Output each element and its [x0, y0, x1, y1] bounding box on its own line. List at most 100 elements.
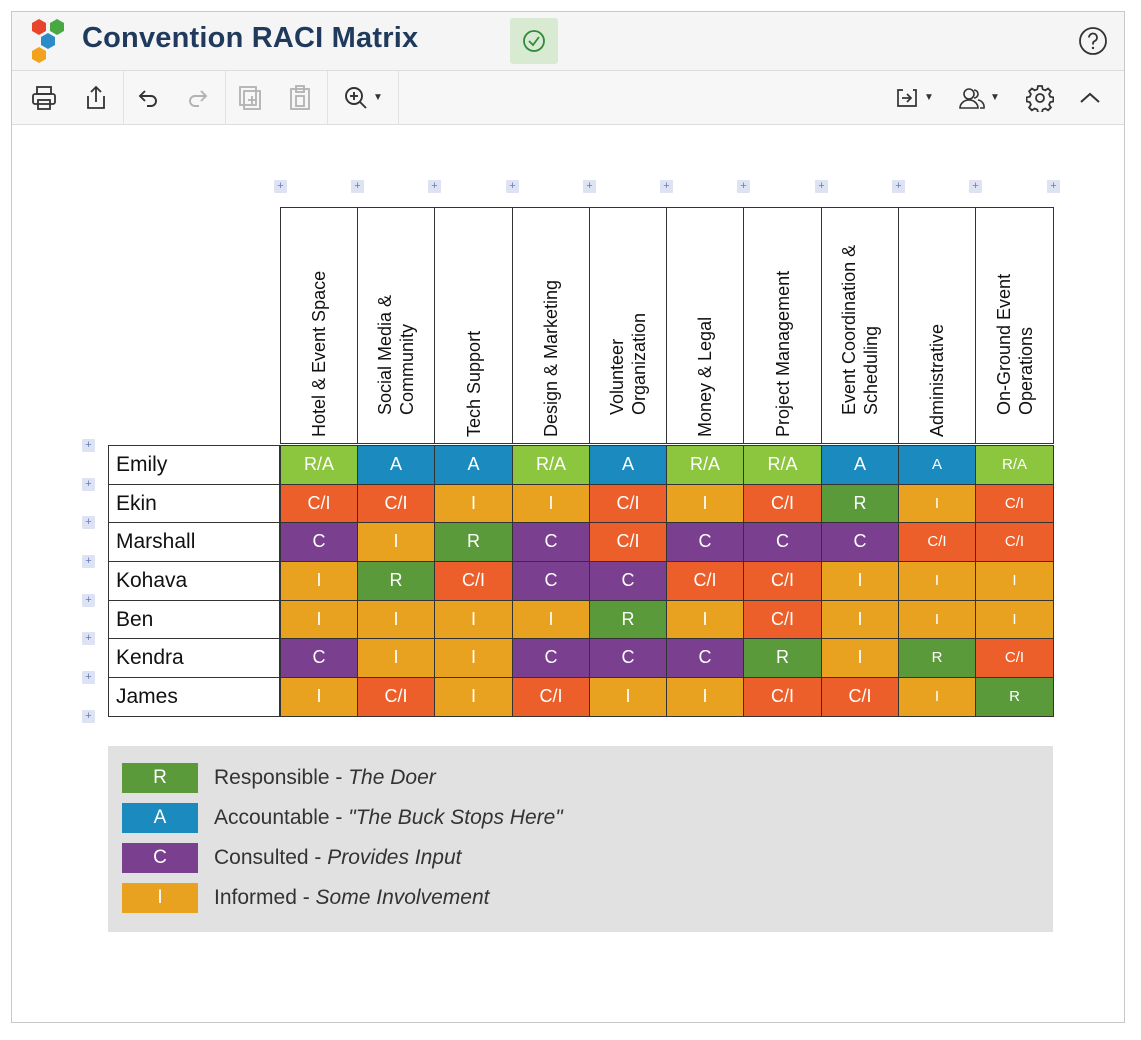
raci-cell[interactable]: R [743, 638, 822, 678]
raci-cell[interactable]: I [821, 561, 899, 601]
raci-cell[interactable]: I [434, 677, 513, 717]
raci-cell[interactable]: C/I [821, 677, 899, 717]
add-column-button[interactable]: + [892, 180, 905, 193]
raci-cell[interactable]: I [280, 677, 358, 717]
raci-cell[interactable]: I [898, 677, 976, 717]
raci-cell[interactable]: R [821, 484, 899, 523]
row-label[interactable]: James [108, 677, 280, 717]
raci-cell[interactable]: I [898, 561, 976, 601]
raci-cell[interactable]: I [434, 638, 513, 678]
export-button[interactable] [78, 71, 114, 124]
add-column-button[interactable]: + [428, 180, 441, 193]
raci-cell[interactable]: R [589, 600, 667, 639]
raci-cell[interactable]: C/I [743, 484, 822, 523]
raci-cell[interactable]: A [434, 445, 513, 485]
raci-cell[interactable]: C/I [743, 600, 822, 639]
raci-cell[interactable]: C [743, 522, 822, 562]
row-label[interactable]: Kendra [108, 638, 280, 678]
collapse-button[interactable] [1070, 71, 1110, 124]
add-row-button[interactable]: + [82, 594, 95, 607]
raci-cell[interactable]: I [821, 600, 899, 639]
raci-cell[interactable]: C/I [975, 638, 1054, 678]
add-row-button[interactable]: + [82, 555, 95, 568]
add-column-button[interactable]: + [1047, 180, 1060, 193]
raci-cell[interactable]: R [898, 638, 976, 678]
raci-cell[interactable]: C/I [898, 522, 976, 562]
column-header[interactable]: Administrative [898, 207, 976, 444]
add-column-button[interactable]: + [274, 180, 287, 193]
column-header[interactable]: Event Coordination & Scheduling [821, 207, 899, 444]
saved-status-badge[interactable] [510, 18, 558, 64]
share-button[interactable]: ▼ [952, 71, 1006, 124]
column-header[interactable]: Hotel & Event Space [280, 207, 358, 444]
duplicate-button[interactable] [232, 71, 268, 124]
raci-cell[interactable]: C [280, 638, 358, 678]
raci-cell[interactable]: I [898, 484, 976, 523]
raci-cell[interactable]: C [589, 561, 667, 601]
column-header[interactable]: Design & Marketing [512, 207, 590, 444]
raci-cell[interactable]: C [589, 638, 667, 678]
raci-cell[interactable]: I [666, 677, 744, 717]
raci-cell[interactable]: C/I [280, 484, 358, 523]
raci-cell[interactable]: I [975, 600, 1054, 639]
raci-cell[interactable]: R/A [743, 445, 822, 485]
paste-button[interactable] [282, 71, 318, 124]
column-header[interactable]: Tech Support [434, 207, 513, 444]
raci-cell[interactable]: C [821, 522, 899, 562]
raci-cell[interactable]: I [357, 522, 435, 562]
add-row-button[interactable]: + [82, 516, 95, 529]
row-label[interactable]: Emily [108, 445, 280, 485]
add-row-button[interactable]: + [82, 439, 95, 452]
raci-cell[interactable]: R/A [512, 445, 590, 485]
add-row-button[interactable]: + [82, 478, 95, 491]
help-icon[interactable] [1078, 26, 1108, 56]
raci-cell[interactable]: I [821, 638, 899, 678]
raci-cell[interactable]: C [512, 522, 590, 562]
zoom-button[interactable]: ▼ [336, 71, 390, 124]
raci-cell[interactable]: I [589, 677, 667, 717]
add-column-button[interactable]: + [506, 180, 519, 193]
add-column-button[interactable]: + [737, 180, 750, 193]
add-column-button[interactable]: + [815, 180, 828, 193]
add-row-button[interactable]: + [82, 632, 95, 645]
raci-cell[interactable]: C/I [975, 522, 1054, 562]
raci-cell[interactable]: C [512, 638, 590, 678]
raci-cell[interactable]: I [666, 484, 744, 523]
row-label[interactable]: Ben [108, 600, 280, 639]
raci-cell[interactable]: A [589, 445, 667, 485]
column-header[interactable]: Social Media & Community [357, 207, 435, 444]
add-column-button[interactable]: + [969, 180, 982, 193]
redo-button[interactable] [180, 71, 216, 124]
raci-cell[interactable]: I [280, 561, 358, 601]
add-row-button[interactable]: + [82, 671, 95, 684]
raci-cell[interactable]: C [666, 638, 744, 678]
raci-cell[interactable]: A [898, 445, 976, 485]
column-header[interactable]: On-Ground Event Operations [975, 207, 1054, 444]
raci-cell[interactable]: R/A [666, 445, 744, 485]
add-column-button[interactable]: + [351, 180, 364, 193]
raci-cell[interactable]: I [280, 600, 358, 639]
raci-cell[interactable]: C [666, 522, 744, 562]
raci-cell[interactable]: C/I [357, 484, 435, 523]
add-row-button[interactable]: + [82, 710, 95, 723]
raci-cell[interactable]: C/I [743, 677, 822, 717]
raci-cell[interactable]: C/I [434, 561, 513, 601]
raci-cell[interactable]: I [666, 600, 744, 639]
add-column-button[interactable]: + [660, 180, 673, 193]
raci-cell[interactable]: C/I [512, 677, 590, 717]
column-header[interactable]: Project Management [743, 207, 822, 444]
raci-cell[interactable]: C [512, 561, 590, 601]
raci-cell[interactable]: C/I [589, 522, 667, 562]
raci-cell[interactable]: C/I [589, 484, 667, 523]
raci-cell[interactable]: C/I [975, 484, 1054, 523]
raci-cell[interactable]: R/A [280, 445, 358, 485]
column-header[interactable]: Money & Legal [666, 207, 744, 444]
raci-cell[interactable]: I [512, 484, 590, 523]
settings-button[interactable] [1020, 71, 1060, 124]
raci-cell[interactable]: C [280, 522, 358, 562]
undo-button[interactable] [130, 71, 166, 124]
raci-cell[interactable]: R/A [975, 445, 1054, 485]
raci-cell[interactable]: I [434, 600, 513, 639]
raci-cell[interactable]: C/I [357, 677, 435, 717]
raci-cell[interactable]: I [357, 600, 435, 639]
